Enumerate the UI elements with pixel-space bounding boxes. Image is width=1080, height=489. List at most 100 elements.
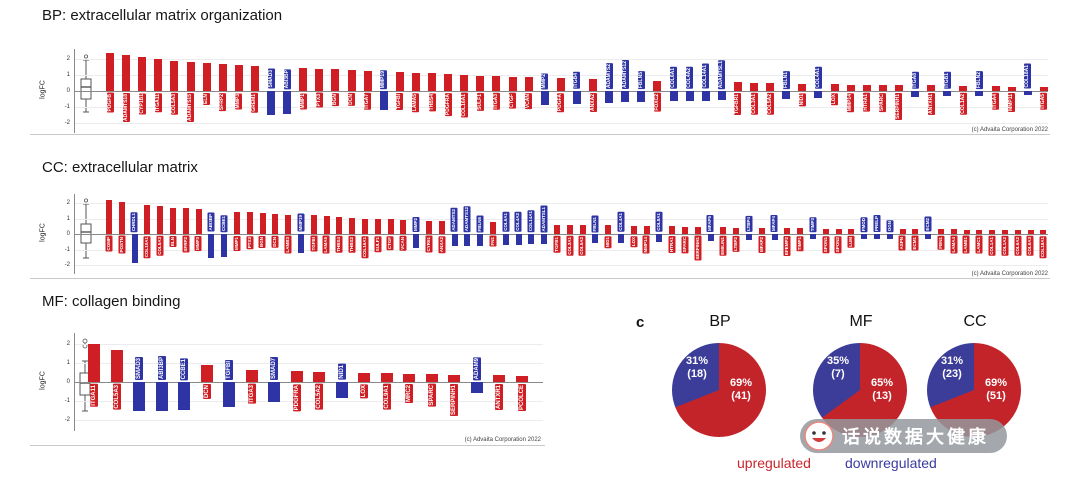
- gene-label-FBLN1: FBLN1: [592, 215, 599, 232]
- gene-bar-ANTXR1: [927, 85, 936, 91]
- gene-bar-MFAP4: [771, 234, 778, 241]
- gene-label-COL4A1: COL4A1: [617, 212, 625, 232]
- gene-label-CCBE1: CCBE1: [180, 357, 188, 380]
- gene-label-POSTN: POSTN: [118, 236, 126, 254]
- gene-bar-LTBP4: [746, 234, 752, 241]
- bp-y-axis-label: logFC: [39, 80, 47, 99]
- gene-label-NID1: NID1: [798, 93, 806, 107]
- gene-bar-LTBP2: [733, 227, 740, 234]
- gene-label-NID1: NID1: [337, 364, 346, 380]
- gene-bar-NID1: [335, 382, 348, 399]
- gene-label-SFRP2: SFRP2: [219, 93, 227, 112]
- gene-label-SPARC: SPARC: [681, 236, 689, 254]
- gene-label-COL5A2: COL5A2: [766, 93, 774, 115]
- gene-label-TGFBI: TGFBI: [396, 93, 404, 110]
- cc-bar-chart: logFC (c) Advaita Corporation 2022 2 1 0 -1…: [30, 192, 1050, 279]
- y-tick-label: -2: [64, 120, 70, 126]
- gene-bar-OGN: [886, 234, 893, 239]
- gene-bar-COL16A1: [362, 218, 368, 234]
- gene-label-LTBP2: LTBP2: [732, 236, 740, 252]
- gene-bar-MFAP5: [707, 234, 714, 241]
- gene-label-ITGA3: ITGA3: [247, 384, 256, 404]
- gene-label-COL3A1: COL3A1: [750, 93, 758, 115]
- gene-label-ANTXR1: ANTXR1: [927, 93, 935, 116]
- bp-bar-chart: logFC (c) Advaita Corporation 2022 2 1 0 -1…: [30, 46, 1050, 135]
- gene-label-ITGA8: ITGA8: [911, 72, 919, 89]
- gene-bar-FOXC2: [653, 80, 662, 91]
- gene-label-PRELP: PRELP: [873, 214, 881, 232]
- gene-bar-COL1A2: [1002, 230, 1008, 234]
- gene-label-THBS2: THBS2: [348, 236, 356, 253]
- gene-bar-GREM1: [250, 66, 259, 91]
- gene-label-FBLN5: FBLN5: [637, 70, 645, 89]
- gene-label-FBLN2: FBLN2: [975, 70, 983, 89]
- gene-label-VCAN: VCAN: [525, 93, 533, 110]
- y-tick-label: 0: [66, 88, 70, 94]
- gene-bar-ANXA2: [589, 79, 597, 91]
- y-tick-label: 1: [66, 72, 70, 78]
- gene-label-PTX3: PTX3: [246, 236, 254, 250]
- gene-bar-THBS4: [336, 216, 343, 234]
- gene-label-ITGA5: ITGA5: [1040, 93, 1048, 110]
- gene-bar-ELN: [202, 63, 211, 91]
- pie-cc-downregulated-label: 31% (23): [940, 355, 964, 380]
- gene-label-ITGB4: ITGB4: [573, 72, 581, 89]
- gene-bar-CYP1B1: [138, 57, 147, 91]
- gene-bar-THBS2: [349, 217, 356, 234]
- gene-bar-TGFBI: [310, 215, 317, 234]
- gene-bar-SFRP2: [218, 63, 227, 91]
- gene-label-ELN: ELN: [169, 236, 177, 247]
- gene-label-MMP11: MMP11: [1008, 93, 1016, 112]
- gene-bar-ITGB1: [943, 91, 952, 96]
- gene-bar-MMP14: [846, 84, 855, 91]
- gene-bar-COL18A1: [1023, 91, 1032, 95]
- gene-bar-COL5A3: [170, 60, 179, 91]
- gene-bar-ADAMTS2: [605, 91, 614, 103]
- gene-bar-PRELP: [874, 234, 880, 239]
- gene-label-PDGFA: PDGFA: [557, 93, 565, 113]
- gene-label-MMP1: MMP1: [233, 236, 241, 252]
- gene-bar-ITGA11: [88, 344, 100, 382]
- gene-bar-COL6A3: [1027, 230, 1034, 234]
- cc-chart-title: CC: extracellular matrix: [42, 159, 198, 176]
- gene-bar-COL9A1: [380, 373, 393, 382]
- mf-bar-chart: logFC (c) Advaita Corporation 2022 2 1 0 -1…: [30, 327, 545, 446]
- gene-label-ADAM9: ADAM9: [472, 356, 481, 380]
- gene-bar-MMP3: [234, 65, 243, 91]
- pie-cc-upregulated-label: 69% (51): [984, 377, 1008, 402]
- gene-bar-COL10A1: [144, 205, 151, 234]
- gene-label-MFAP5: MFAP5: [707, 214, 714, 232]
- y-tick-label: 0: [66, 231, 70, 237]
- gene-bar-LOX: [830, 83, 839, 91]
- mf-y-axis-label: logFC: [39, 371, 47, 390]
- gene-label-PDGFRA: PDGFRA: [292, 384, 301, 412]
- gene-label-SPARC: SPARC: [427, 384, 436, 407]
- gene-bar-COL16A1: [460, 75, 469, 91]
- gene-label-LAMC1: LAMC1: [976, 236, 983, 254]
- gene-bar-FBLN1: [592, 234, 599, 243]
- gene-label-DCN: DCN: [272, 236, 279, 248]
- y-tick-label: 2: [66, 56, 70, 62]
- gene-bar-COL1A1: [989, 229, 996, 234]
- gene-label-SERPINH1: SERPINH1: [450, 384, 458, 417]
- gene-bar-PDGFA: [556, 78, 565, 91]
- gene-bar-SPON1: [822, 228, 829, 234]
- gene-label-LAMA5: LAMA5: [323, 236, 330, 254]
- gene-bar-COL4A2: [515, 234, 522, 245]
- gene-bar-FBLN5: [637, 91, 646, 103]
- legend-upregulated: upregulated: [737, 455, 811, 471]
- gene-bar-BGN: [259, 213, 266, 234]
- gene-label-TIMP3: TIMP3: [809, 216, 817, 232]
- gene-bar-ITGA4: [991, 86, 1000, 91]
- gene-label-LUM: LUM: [848, 236, 855, 248]
- gene-bar-ASPN: [899, 229, 906, 234]
- gene-label-MMP19: MMP19: [297, 214, 305, 232]
- gene-label-ANTXR1: ANTXR1: [495, 384, 503, 411]
- gene-bar-ELN: [170, 207, 176, 234]
- gene-bar-CTGF: [508, 76, 517, 91]
- gene-label-CTGF: CTGF: [509, 93, 516, 109]
- gridline-y-2: [74, 265, 1048, 266]
- gene-bar-COMP: [106, 199, 112, 234]
- gene-label-LOX: LOX: [360, 384, 368, 399]
- gene-bar-ITGA8: [911, 91, 919, 97]
